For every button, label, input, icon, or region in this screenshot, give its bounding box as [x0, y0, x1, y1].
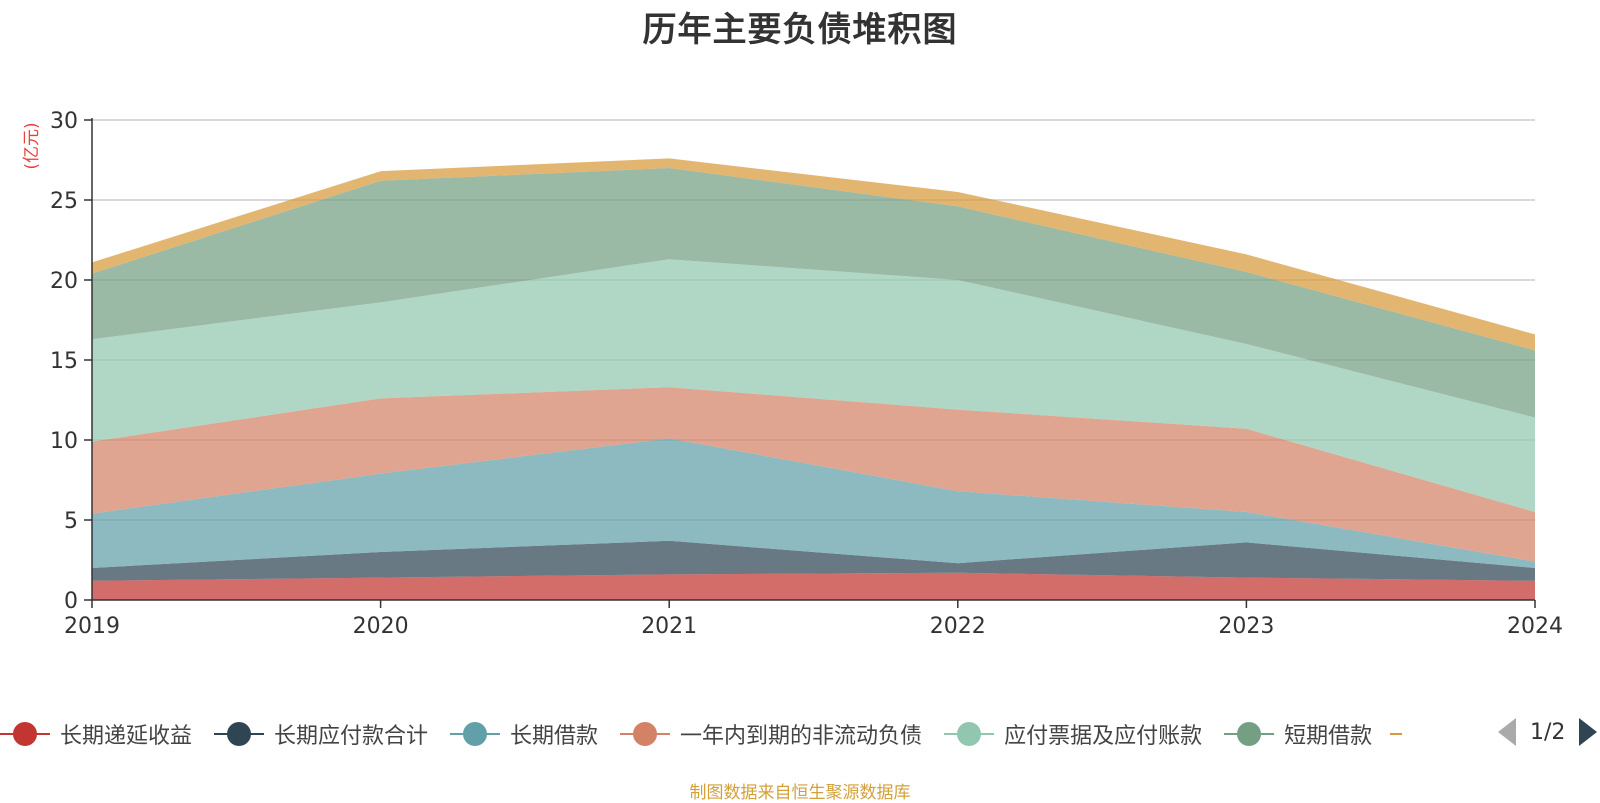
legend-page-indicator: 1/2	[1530, 719, 1566, 745]
legend-prev-page-icon[interactable]	[1498, 718, 1516, 746]
y-tick-label: 25	[50, 189, 78, 214]
x-tick-label: 2020	[353, 614, 409, 639]
y-tick-label: 15	[50, 349, 78, 374]
data-source-note: 制图数据来自恒生聚源数据库	[689, 783, 911, 803]
stacked-area-chart: 0 5 10 15 20 25 30 2019 2020 2021 2022 2023 2024 (亿元…	[22, 109, 1563, 639]
y-tick-label: 30	[50, 109, 78, 134]
legend-marker-icon	[0, 722, 50, 746]
legend-marker-icon	[620, 722, 671, 746]
legend-marker-icon	[214, 722, 265, 746]
legend-item-1[interactable]: 长期应付款合计	[214, 718, 428, 750]
legend-item-4[interactable]: 应付票据及应付账款	[944, 718, 1202, 750]
area-series-4	[92, 259, 1535, 512]
y-tick-label: 10	[50, 429, 78, 454]
x-tick-label: 2022	[930, 614, 986, 639]
area-series-0	[92, 572, 1535, 600]
legend-label: 长期借款	[510, 724, 599, 749]
legend-item-0[interactable]: 长期递延收益	[0, 718, 192, 750]
legend-marker-icon	[1224, 722, 1275, 746]
y-axis-unit-label: (亿元)	[22, 122, 42, 169]
legend-item-3[interactable]: 一年内到期的非流动负债	[620, 718, 922, 750]
y-tick-label: 0	[64, 589, 78, 614]
legend-label: 一年内到期的非流动负债	[680, 724, 923, 749]
legend-marker-icon	[450, 722, 501, 746]
x-tick-label: 2024	[1507, 614, 1563, 639]
area-series-6	[92, 158, 1535, 351]
x-tick-label: 2023	[1218, 614, 1274, 639]
chart-title: 历年主要负债堆积图	[642, 10, 958, 50]
x-tick-label: 2021	[641, 614, 697, 639]
legend-item-5[interactable]: 短期借款	[1224, 718, 1372, 750]
legend-marker-icon	[944, 722, 995, 746]
area-series-3	[92, 387, 1535, 562]
area-series	[92, 158, 1535, 600]
legend-label: 应付票据及应付账款	[1004, 724, 1203, 749]
legend-item-2[interactable]: 长期借款	[450, 718, 598, 750]
area-series-1	[92, 540, 1535, 581]
y-tick-label: 5	[64, 509, 78, 534]
legend-label: 长期递延收益	[60, 724, 193, 749]
axes: 0 5 10 15 20 25 30 2019 2020 2021 2022 2023 2024	[50, 109, 1563, 639]
legend-label: 长期应付款合计	[274, 724, 429, 749]
area-series-5	[92, 168, 1535, 418]
legend-next-page-icon[interactable]	[1579, 718, 1598, 746]
area-series-2	[92, 438, 1535, 568]
legend-label: 短期借款	[1284, 724, 1373, 749]
x-tick-label: 2019	[64, 614, 120, 639]
legend-pager: 1/2	[1498, 718, 1598, 746]
legend-item-partial-marker[interactable]	[1390, 733, 1403, 735]
legend: 长期递延收益 长期应付款合计 长期借款 一年内到期的非流动负债 应付票据及应付账款 短期借…	[0, 716, 1428, 752]
y-tick-label: 20	[50, 269, 78, 294]
